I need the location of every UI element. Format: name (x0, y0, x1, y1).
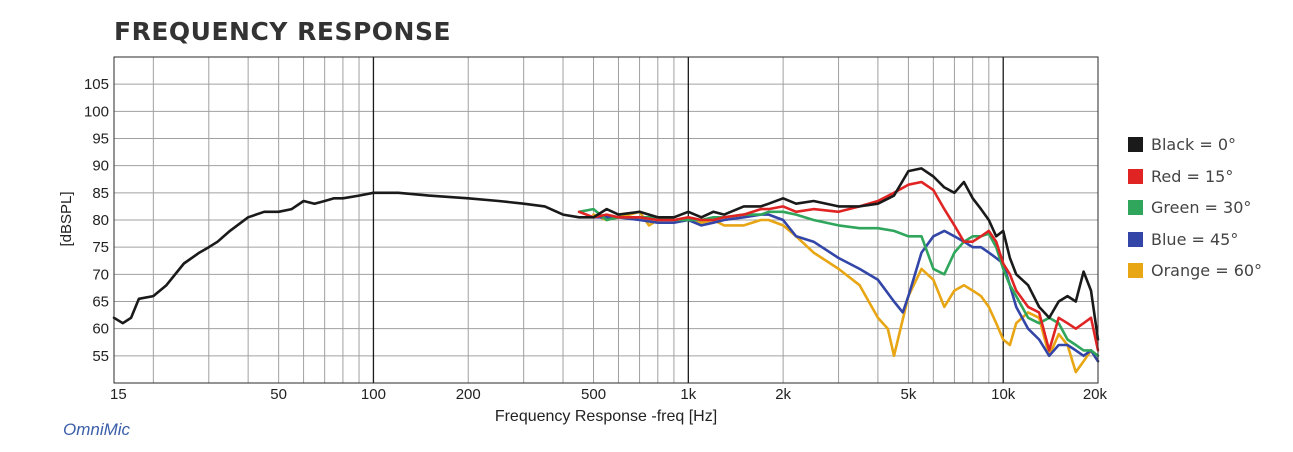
y-axis-label: [dBSPL] (58, 191, 75, 246)
series-line-blue (592, 213, 1100, 363)
y-tick-label: 95 (92, 131, 109, 148)
x-axis-label: Frequency Response -freq [Hz] (495, 408, 717, 425)
y-tick-label: 60 (92, 321, 109, 338)
x-tick-label: 1k (680, 386, 696, 403)
x-tick-label: 500 (581, 386, 606, 403)
legend-swatch-black (1128, 137, 1143, 153)
y-tick-label: 80 (92, 212, 109, 229)
plot-frame (113, 56, 1099, 384)
legend-label-orange: Orange = 60° (1151, 261, 1263, 281)
x-tick-label: 50 (270, 386, 287, 403)
legend-swatch-green (1128, 200, 1143, 216)
chart-title: FREQUENCY RESPONSE (114, 17, 452, 46)
legend-label-black: Black = 0° (1151, 135, 1237, 155)
omnimic-watermark: OmniMic (63, 420, 131, 439)
legend-label-red: Red = 15° (1151, 166, 1234, 186)
legend-swatch-blue (1128, 231, 1143, 247)
x-tick-label: 2k (775, 386, 791, 403)
legend-swatch-orange (1128, 263, 1143, 279)
legend-item-orange: Orange = 60° (1128, 255, 1262, 287)
series-layer (112, 167, 1100, 374)
x-tick-label: 20k (1083, 386, 1108, 403)
y-tick-label: 55 (92, 348, 109, 365)
legend-item-blue: Blue = 45° (1128, 224, 1262, 256)
series-line-green (577, 207, 1100, 358)
x-tick-label: 200 (456, 386, 481, 403)
y-tick-label: 105 (84, 76, 109, 93)
legend-swatch-red (1128, 168, 1143, 184)
x-tick-label: 10k (991, 386, 1016, 403)
x-tick-label: 5k (900, 386, 916, 403)
y-tick-label: 75 (92, 239, 109, 256)
y-tick-labels: 55 60 65 70 75 80 85 90 95 100 105 (84, 76, 109, 365)
legend-item-red: Red = 15° (1128, 161, 1262, 193)
x-tick-label: 100 (361, 386, 386, 403)
x-tick-label: 15 (110, 386, 127, 403)
y-tick-label: 100 (84, 103, 109, 120)
legend-item-black: Black = 0° (1128, 129, 1262, 161)
y-tick-label: 90 (92, 158, 109, 175)
y-tick-label: 70 (92, 266, 109, 283)
x-tick-labels: 15 50 100 200 500 1k 2k 5k 10k 20k (110, 386, 1107, 403)
legend: Black = 0° Red = 15° Green = 30° Blue = … (1128, 129, 1262, 287)
legend-item-green: Green = 30° (1128, 192, 1262, 224)
series-line-red (577, 180, 1100, 352)
y-tick-label: 85 (92, 185, 109, 202)
legend-label-blue: Blue = 45° (1151, 229, 1239, 249)
series-line-black (112, 167, 1100, 341)
y-tick-label: 65 (92, 294, 109, 311)
legend-label-green: Green = 30° (1151, 198, 1252, 218)
